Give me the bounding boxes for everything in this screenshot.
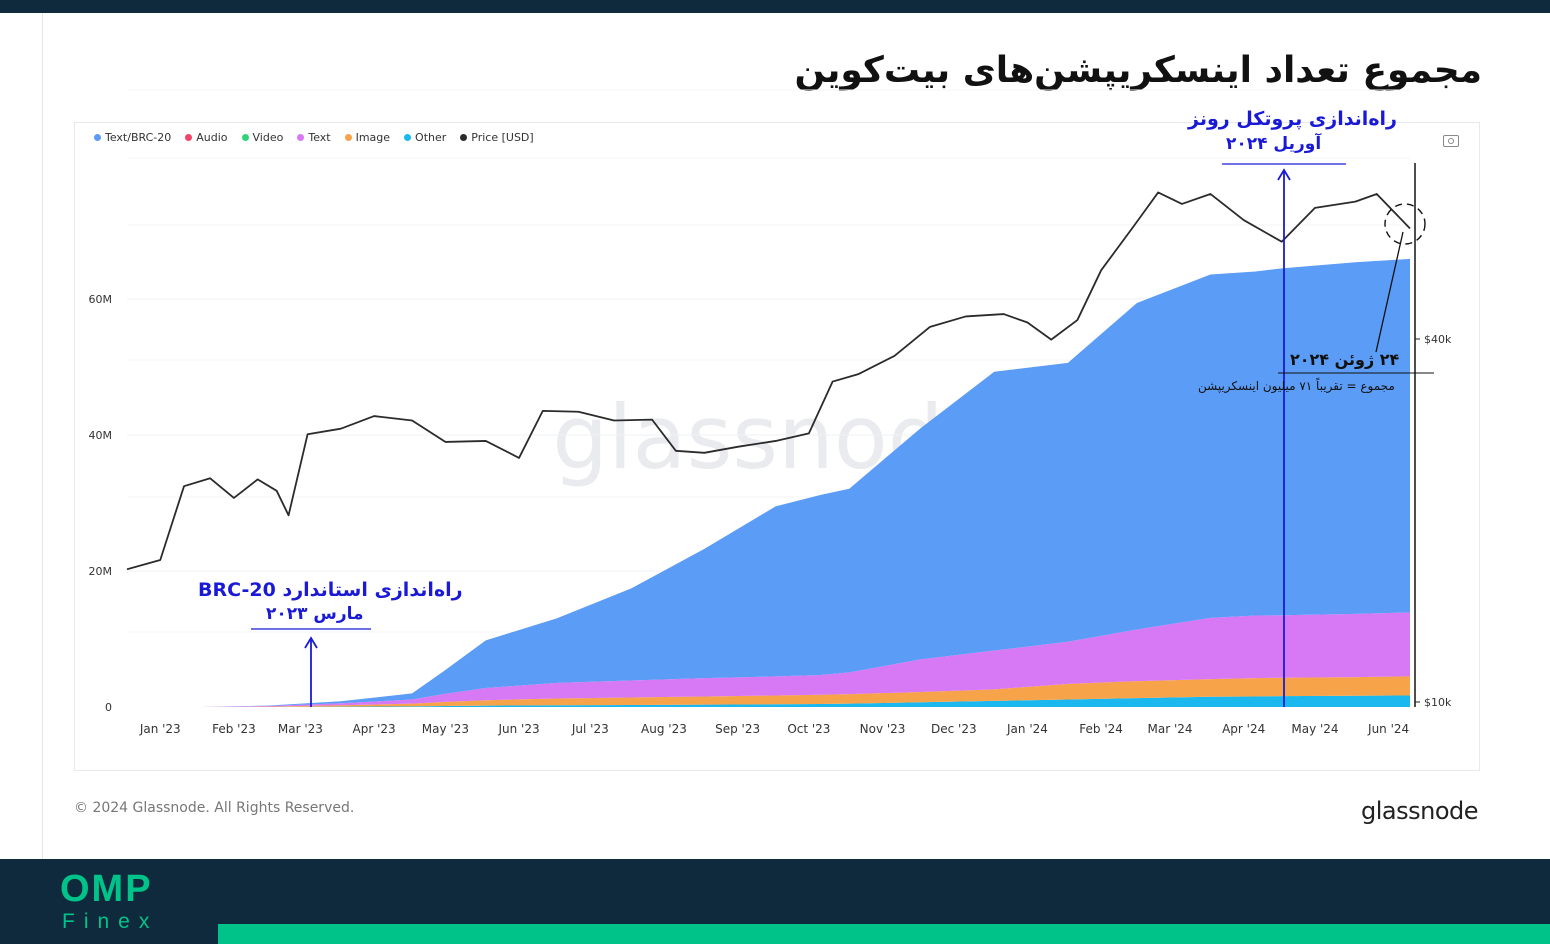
june-annotation-line1: ۲۴ ژوئن ۲۰۲۴ [1290,350,1400,369]
chart-legend: Text/BRC-20 Audio Video Text Image Other Price… [94,131,548,144]
x-tick-label: Mar '24 [1148,722,1193,736]
legend-label: Video [252,131,284,144]
legend-item[interactable]: Image [344,131,391,144]
x-tick-label: Oct '23 [787,722,830,736]
legend-label: Image [355,131,391,144]
x-tick-label: Dec '23 [931,722,977,736]
x-tick-label: May '24 [1291,722,1338,736]
x-tick-label: Apr '23 [353,722,396,736]
brc20-annotation-line1: راه‌اندازی استاندارد BRC-20 [198,579,463,601]
legend-dot [94,134,101,141]
area-series-text [127,612,1410,707]
legend-item[interactable]: Text [297,131,331,144]
copyright-text: © 2024 Glassnode. All Rights Reserved. [74,800,355,816]
legend-item[interactable]: Video [241,131,284,144]
x-tick-label: Jun '24 [1367,722,1409,736]
y-tick-label: 0 [105,701,112,714]
june-highlight-circle [1384,203,1426,245]
glassnode-logo: glassnode [1360,797,1479,825]
y-tick-label: 40M [89,429,113,442]
legend-label: Price [USD] [471,131,534,144]
camera-icon[interactable] [1443,135,1459,147]
runes-annotation-line1: راه‌اندازی پروتکل رونز [1188,108,1397,130]
legend-dot [344,134,352,141]
legend-item[interactable]: Text/BRC-20 [94,131,171,144]
x-tick-label: Apr '24 [1222,722,1265,736]
legend-dot [185,134,193,141]
legend-label: Text [308,131,331,144]
runes-arrowhead [1277,168,1291,181]
x-tick-label: Aug '23 [641,722,687,736]
finex-logo: Finex [62,910,159,933]
june-pointer-line [1375,231,1404,353]
x-tick-label: May '23 [422,722,469,736]
legend-dot [460,134,468,141]
x-tick-label: Jan '23 [139,722,181,736]
x-tick-label: Nov '23 [860,722,906,736]
runes-annotation-line2: آوریل ۲۰۲۴ [1226,134,1322,154]
x-tick-label: Jan '24 [1006,722,1048,736]
brc20-annotation-line2: مارس ۲۰۲۳ [266,604,364,624]
x-tick-label: Feb '24 [1079,722,1123,736]
area-series-image [127,676,1410,707]
legend-label: Text/BRC-20 [105,131,172,144]
legend-item[interactable]: Other [404,131,446,144]
legend-dot [404,134,412,141]
left-divider [42,13,43,859]
x-tick-label: Feb '23 [212,722,256,736]
right-tick-label: $10k [1424,696,1452,709]
x-tick-label: Sep '23 [715,722,760,736]
y-tick-label: 20M [89,565,113,578]
legend-item[interactable]: Audio [185,131,228,144]
right-tick-label: $40k [1424,333,1452,346]
price-line [126,191,1411,571]
legend-item[interactable]: Price [USD] [460,131,534,144]
june-annotation-line2: مجموع = تقریباً ۷۱ میلیون اینسکریپشن [1198,379,1395,393]
legend-dot [241,134,249,141]
area-series-text-brc-20 [127,258,1410,707]
y-tick-label: 60M [89,293,113,306]
legend-label: Other [415,131,447,144]
legend-label: Audio [196,131,228,144]
top-bar [0,0,1550,13]
legend-dot [297,134,305,141]
x-tick-label: Mar '23 [278,722,323,736]
x-tick-label: Jul '23 [571,722,609,736]
area-series-other [127,695,1410,707]
page-title: مجموع تعداد اینسکریپشن‌های بیت‌کوین [794,50,1482,91]
x-tick-label: Jun '23 [497,722,539,736]
brc20-arrowhead [304,636,318,649]
footer-accent-bar [218,924,1550,944]
omp-logo: OMP [60,868,153,910]
